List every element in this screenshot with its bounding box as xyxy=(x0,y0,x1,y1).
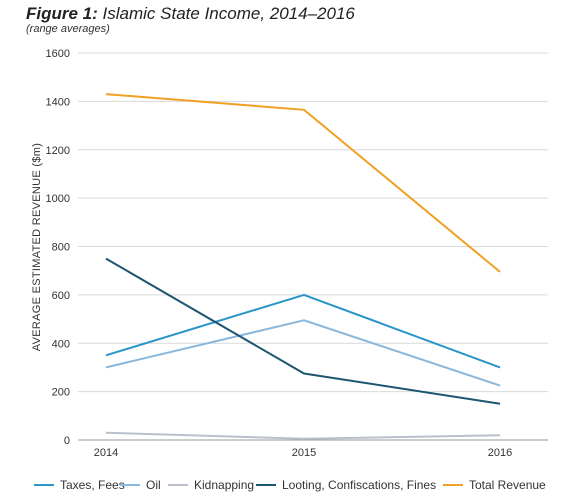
legend-label: Total Revenue xyxy=(469,478,546,492)
series-line: Looting, Confiscations, Fines xyxy=(105,257,501,405)
y-tick-label: 600 xyxy=(52,290,70,302)
chart-title: Figure 1: Islamic State Income, 2014–201… xyxy=(26,4,355,24)
legend-item: Taxes, Fees xyxy=(34,476,125,494)
x-tick-label: 2015 xyxy=(292,447,316,459)
x-tick-label: 2016 xyxy=(488,447,512,459)
gridlines xyxy=(78,52,548,393)
line-chart: 0 200 400 600 800 1000 1200 1400 1600 2014 2015 201… xyxy=(31,48,548,459)
legend-swatch xyxy=(120,484,140,486)
chart-legend: Taxes, Fees Oil Kidnapping Looting, Confisc… xyxy=(0,476,564,494)
series-line: Kidnapping xyxy=(105,431,501,440)
figure-label: Figure 1: xyxy=(26,4,98,23)
legend-swatch xyxy=(168,484,188,486)
legend-item: Looting, Confiscations, Fines xyxy=(256,476,436,494)
legend-swatch xyxy=(34,484,54,486)
y-tick-label: 1600 xyxy=(46,48,70,60)
legend-label: Oil xyxy=(146,478,161,492)
series-line: Taxes, Fees xyxy=(105,293,501,369)
y-tick-label: 1200 xyxy=(46,145,70,157)
axes: 0 200 400 600 800 1000 1200 1400 1600 2014 2015 201… xyxy=(31,48,548,459)
y-tick-label: 0 xyxy=(64,435,70,447)
legend-item: Total Revenue xyxy=(443,476,546,494)
x-tick-label: 2014 xyxy=(94,447,118,459)
series-line: Oil xyxy=(105,319,501,387)
y-tick-label: 1400 xyxy=(46,96,70,108)
legend-swatch xyxy=(443,484,463,486)
chart-subtitle: (range averages) xyxy=(26,23,110,35)
series-line: Total Revenue xyxy=(105,93,501,273)
y-tick-label: 1000 xyxy=(46,193,70,205)
legend-label: Taxes, Fees xyxy=(60,478,125,492)
y-tick-label: 800 xyxy=(52,242,70,254)
y-axis-label: AVERAGE ESTIMATED REVENUE ($m) xyxy=(31,143,43,351)
y-tick-label: 200 xyxy=(52,387,70,399)
legend-swatch xyxy=(256,484,276,486)
legend-item: Kidnapping xyxy=(168,476,254,494)
y-tick-label: 400 xyxy=(52,338,70,350)
legend-item: Oil xyxy=(120,476,161,494)
legend-label: Looting, Confiscations, Fines xyxy=(282,478,437,492)
title-text: Islamic State Income, 2014–2016 xyxy=(102,4,355,23)
legend-label: Kidnapping xyxy=(194,478,255,492)
